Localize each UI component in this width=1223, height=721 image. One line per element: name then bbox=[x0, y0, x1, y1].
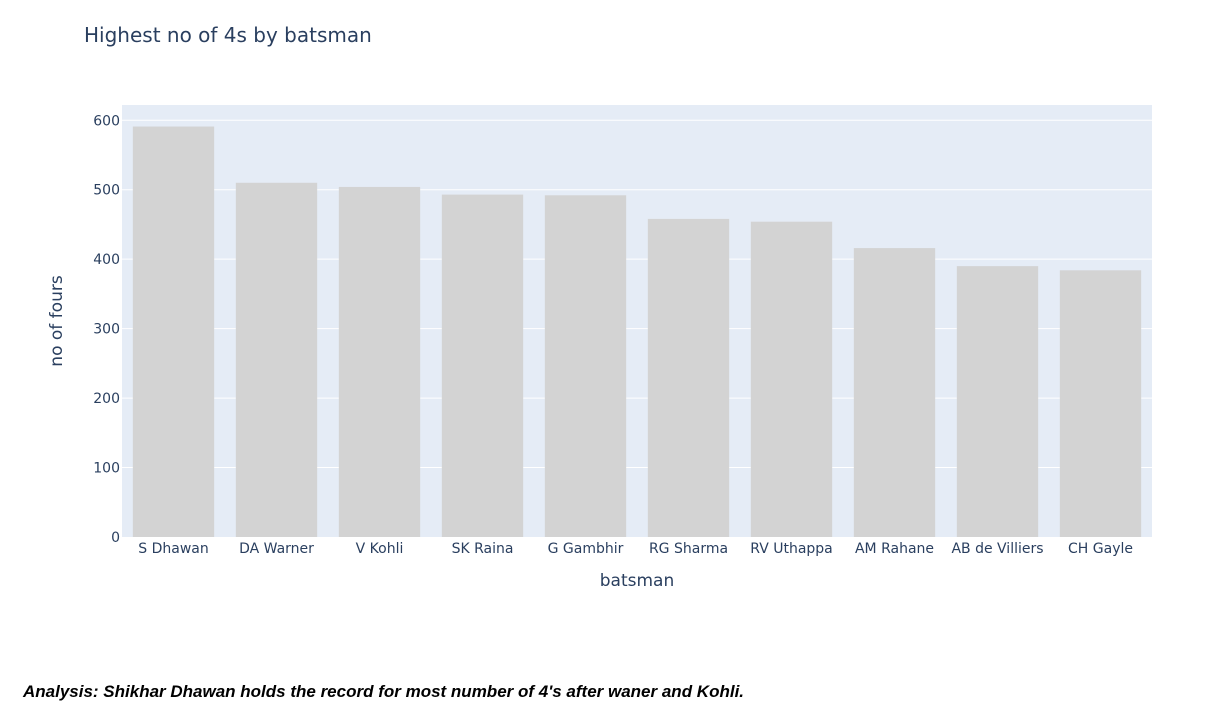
analysis-note: Analysis: Shikhar Dhawan holds the recor… bbox=[23, 682, 745, 701]
y-axis-ticks: 0 100 200 300 400 500 600 bbox=[93, 113, 120, 546]
x-tick-label: SK Raina bbox=[452, 541, 514, 557]
y-tick-label: 300 bbox=[93, 322, 120, 338]
bars bbox=[132, 126, 1142, 538]
x-tick-label: S Dhawan bbox=[138, 541, 208, 557]
bar[interactable] bbox=[956, 266, 1039, 537]
x-tick-label: RG Sharma bbox=[649, 541, 728, 557]
y-tick-label: 400 bbox=[93, 252, 120, 268]
chart-title: Highest no of 4s by batsman bbox=[84, 23, 372, 47]
bar[interactable] bbox=[1059, 270, 1142, 537]
bar[interactable] bbox=[544, 195, 627, 538]
bar[interactable] bbox=[853, 248, 936, 537]
x-tick-label: RV Uthappa bbox=[750, 541, 833, 557]
y-tick-label: 200 bbox=[93, 391, 120, 407]
y-tick-label: 600 bbox=[93, 113, 120, 129]
bar[interactable] bbox=[441, 194, 524, 537]
y-tick-label: 500 bbox=[93, 183, 120, 199]
y-tick-label: 100 bbox=[93, 461, 120, 477]
bar[interactable] bbox=[132, 126, 215, 537]
x-tick-label: V Kohli bbox=[356, 541, 404, 557]
x-tick-label: AB de Villiers bbox=[951, 541, 1043, 557]
bar-chart: Highest no of 4s by batsman 0 100 200 300 40… bbox=[47, 23, 1152, 591]
x-tick-label: AM Rahane bbox=[855, 541, 934, 557]
bar[interactable] bbox=[647, 218, 730, 537]
bar[interactable] bbox=[235, 182, 318, 537]
y-tick-label: 0 bbox=[111, 530, 120, 546]
x-tick-label: CH Gayle bbox=[1068, 541, 1133, 557]
y-axis-title: no of fours bbox=[47, 275, 67, 367]
x-tick-label: DA Warner bbox=[239, 541, 314, 557]
x-axis-ticks: S Dhawan DA Warner V Kohli SK Raina G Gambhi… bbox=[138, 541, 1133, 557]
x-axis-title: batsman bbox=[600, 571, 674, 591]
x-tick-label: G Gambhir bbox=[548, 541, 624, 557]
bar[interactable] bbox=[750, 221, 833, 537]
bar[interactable] bbox=[338, 186, 421, 537]
